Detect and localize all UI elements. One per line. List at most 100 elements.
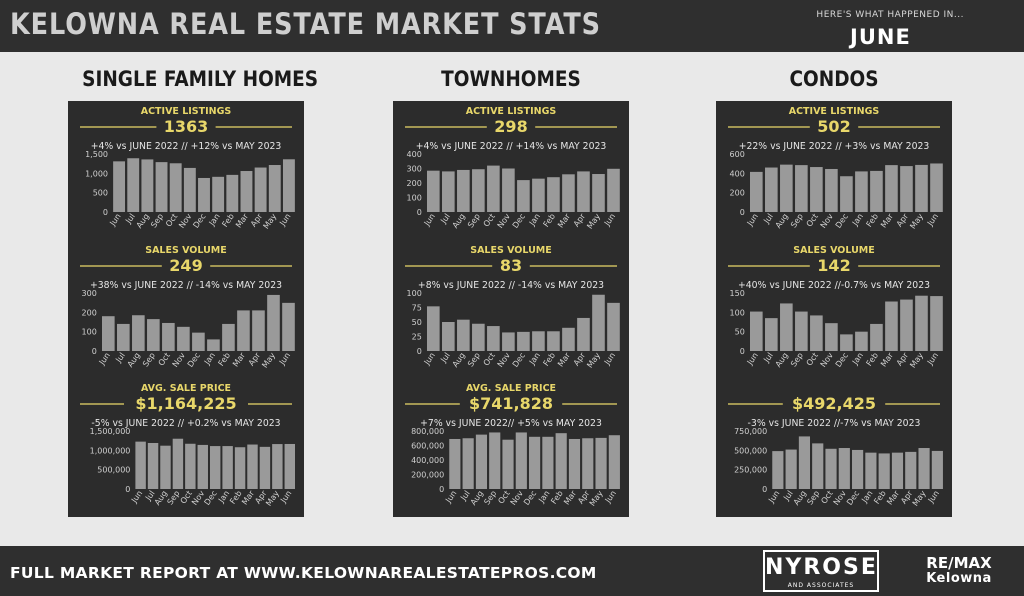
- x-tick-label: Dec: [511, 212, 527, 230]
- stat-label: AVG. SALE PRICE: [141, 383, 231, 394]
- x-tick-label: May: [260, 351, 277, 370]
- y-tick-label: 1,000: [85, 169, 108, 178]
- stat-value: $1,164,225: [135, 394, 236, 413]
- chart-bar: [141, 159, 154, 212]
- chart-bar: [900, 166, 913, 212]
- chart-bar: [855, 331, 868, 351]
- y-tick-label: 400: [730, 169, 745, 178]
- chart-bar: [878, 453, 890, 489]
- chart-bar: [750, 311, 763, 351]
- x-tick-label: Nov: [819, 212, 835, 230]
- x-tick-label: Feb: [217, 351, 233, 368]
- y-tick-label: 600: [730, 150, 745, 159]
- x-tick-label: Jun: [277, 212, 292, 228]
- remax-logo-line1: RE/MAX: [926, 554, 992, 572]
- x-tick-label: Mar: [885, 488, 901, 506]
- report-link-text[interactable]: FULL MARKET REPORT AT WWW.KELOWNAREALEST…: [10, 564, 597, 582]
- chart-bar: [183, 167, 196, 212]
- x-tick-label: May: [911, 489, 928, 508]
- x-tick-label: Jan: [860, 489, 875, 505]
- y-tick-label: 0: [417, 347, 422, 356]
- y-tick-label: 500,000: [97, 466, 130, 475]
- y-tick-label: 200,000: [411, 471, 444, 480]
- chart-bar: [562, 327, 575, 351]
- y-tick-label: 0: [740, 208, 745, 217]
- y-tick-label: 0: [417, 208, 422, 217]
- chart-bar: [905, 451, 917, 489]
- nyrose-logo-subtext: AND ASSOCIATES: [787, 582, 855, 589]
- chart-bar: [765, 167, 778, 212]
- chart-bar: [502, 332, 515, 351]
- y-tick-label: 100: [407, 194, 422, 203]
- chart-bar: [547, 177, 560, 212]
- chart-bar: [502, 439, 514, 489]
- chart-bar: [457, 319, 470, 351]
- stat-section: AVG. SALE PRICE$741,828 +7% vs JUNE 2022/…: [405, 383, 620, 508]
- x-tick-label: Sep: [789, 212, 805, 230]
- chart-bar: [282, 302, 295, 351]
- chart-bar: [810, 167, 823, 212]
- x-tick-label: Sep: [466, 212, 482, 230]
- stat-section: AVG. SALE PRICE$1,164,225 -5% vs JUNE 202…: [80, 383, 296, 508]
- y-tick-label: 0: [740, 347, 745, 356]
- chart-bar: [489, 432, 501, 489]
- x-tick-label: Jun: [602, 212, 617, 228]
- chart-bar: [147, 442, 159, 489]
- x-tick-label: Feb: [542, 351, 558, 368]
- x-tick-label: Mar: [879, 350, 895, 368]
- x-tick-label: Jun: [925, 212, 940, 228]
- chart-bar: [487, 326, 500, 351]
- stat-value: 142: [817, 256, 850, 275]
- chart-bar: [240, 171, 253, 212]
- x-tick-label: Aug: [126, 351, 142, 369]
- chart-bar: [427, 306, 440, 351]
- x-tick-label: Feb: [220, 212, 236, 229]
- x-tick-label: Jun: [277, 351, 292, 367]
- x-tick-label: Oct: [805, 351, 820, 368]
- chart-bar: [117, 323, 130, 351]
- chart-bar: [515, 432, 527, 489]
- y-tick-label: 200: [730, 189, 745, 198]
- x-tick-label: Sep: [166, 489, 182, 507]
- chart-bar: [870, 323, 883, 351]
- chart-bar: [207, 339, 220, 351]
- chart-bar: [209, 446, 221, 489]
- y-tick-label: 0: [103, 208, 108, 217]
- stat-label: ACTIVE LISTINGS: [789, 106, 880, 117]
- month-label: JUNE: [850, 25, 911, 49]
- chart-bar: [147, 319, 160, 351]
- x-tick-label: Feb: [549, 489, 565, 506]
- y-tick-label: 800,000: [411, 427, 444, 436]
- chart-bar: [547, 331, 560, 351]
- chart-bar: [855, 171, 868, 212]
- chart-bar: [212, 176, 225, 212]
- x-tick-label: Jun: [422, 212, 437, 228]
- chart-bar: [517, 331, 530, 351]
- x-tick-label: Jun: [925, 351, 940, 367]
- y-tick-label: 300: [82, 289, 97, 298]
- y-tick-label: 50: [735, 328, 745, 337]
- y-tick-label: 0: [125, 485, 130, 494]
- y-tick-label: 25: [412, 333, 422, 342]
- chart-bar: [529, 436, 541, 489]
- x-tick-label: Jun: [745, 212, 760, 228]
- chart-bar: [234, 447, 246, 489]
- chart-bar: [595, 437, 607, 489]
- chart-bar: [765, 318, 778, 351]
- townhomes-panel: ACTIVE LISTINGS 298 +4% vs JUNE 2022 // +1…: [393, 101, 629, 517]
- chart-bar: [532, 331, 545, 351]
- x-tick-label: Jun: [278, 489, 293, 505]
- y-tick-label: 100: [407, 289, 422, 298]
- x-tick-label: Sep: [149, 212, 165, 230]
- x-tick-label: May: [585, 351, 602, 370]
- x-tick-label: Jun: [443, 489, 458, 505]
- chart-bar: [840, 176, 853, 212]
- stat-value: $492,425: [792, 394, 876, 413]
- chart-bar: [449, 438, 461, 489]
- chart-bar: [900, 299, 913, 351]
- chart-bar: [472, 323, 485, 351]
- x-tick-label: Jul: [438, 212, 451, 226]
- x-tick-label: Aug: [135, 212, 151, 230]
- chart-bar: [915, 164, 928, 212]
